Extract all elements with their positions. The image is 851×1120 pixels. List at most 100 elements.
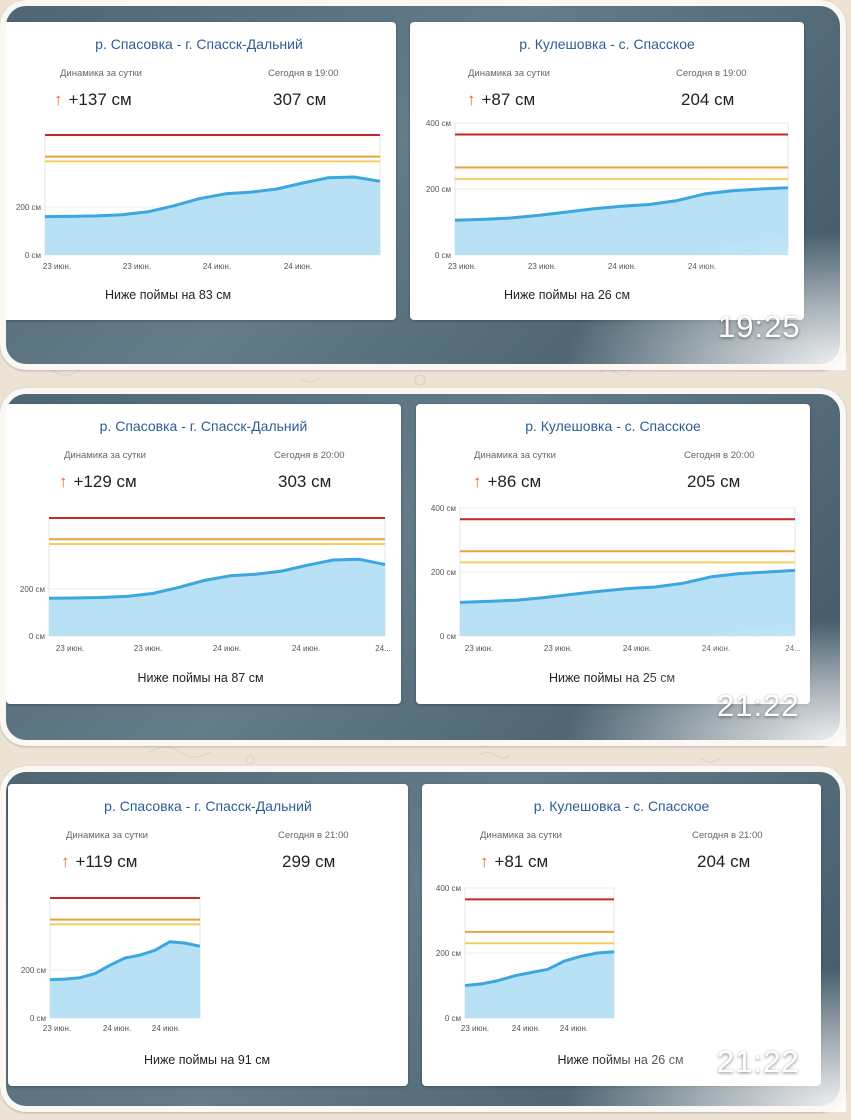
level-area	[49, 559, 385, 636]
below-floodplain-text: Ниже поймы на 87 см	[137, 671, 264, 685]
timestamp: 21:22	[717, 688, 800, 723]
timestamp: 21:22	[717, 1044, 800, 1079]
dynamics-value: ↑ +86 см	[473, 472, 542, 491]
x-tick-label: 23 июн.	[123, 262, 151, 271]
dynamics-value: ↑ +87 см	[467, 90, 536, 109]
x-tick-label: 24 июн.	[512, 1024, 540, 1033]
today-label: Сегодня в 20:00	[274, 450, 345, 461]
level-area	[50, 941, 200, 1018]
card-title: р. Спасовка - г. Спасск-Дальний	[99, 418, 308, 434]
dynamics-value: ↑ +119 см	[61, 852, 138, 871]
water-level-chart: 400 см 200 см 0 см 23 июн. 23 июн. 24 июн. 24 …	[426, 119, 789, 271]
card-title: р. Спасовка - г. Спасск-Дальний	[95, 36, 303, 52]
x-tick-label: 23 июн.	[448, 262, 476, 271]
dynamics-value: ↑ +81 см	[480, 852, 549, 871]
card-title: р. Кулешовка - с. Спасское	[525, 418, 701, 434]
arrow-up-icon: ↑	[480, 852, 489, 871]
y-tick-label: 400 см	[426, 119, 451, 128]
level-line	[48, 557, 386, 600]
x-tick-label: 23 июн.	[544, 644, 572, 653]
today-value: 205 см	[687, 472, 741, 491]
water-level-chart: 400 см 200 см 0 см 23 июн. 23 июн. 24 июн. 24 …	[431, 504, 801, 653]
x-tick-label: 23 июн.	[56, 644, 84, 653]
y-tick-label: 0 см	[30, 1014, 46, 1023]
chart-card-kuleshovka: р. Кулешовка - с. Спасское Динамика за с…	[410, 22, 804, 320]
message-bubble-1[interactable]: р. Спасовка - г. Спасск-Дальний Динамика…	[0, 0, 846, 370]
arrow-up-icon: ↑	[54, 90, 63, 109]
x-tick-label: 24 июн.	[623, 644, 651, 653]
level-line	[44, 175, 381, 219]
x-tick-label: 23 июн.	[465, 644, 493, 653]
y-tick-label: 400 см	[436, 884, 461, 893]
x-tick-label: 23 июн.	[461, 1024, 489, 1033]
dynamics-value: ↑ +137 см	[54, 90, 132, 109]
dynamics-label: Динамика за сутки	[60, 68, 142, 79]
y-tick-label: 200 см	[16, 203, 41, 212]
level-line	[464, 950, 615, 987]
below-floodplain-text: Ниже поймы на 91 см	[143, 1053, 271, 1067]
y-tick-label: 0 см	[435, 251, 451, 260]
y-tick-label: 200 см	[426, 185, 451, 194]
level-line	[454, 186, 789, 222]
today-value: 303 см	[278, 472, 332, 491]
y-tick-label: 200 см	[436, 949, 461, 958]
dynamics-label: Динамика за сутки	[480, 830, 562, 841]
today-value: 204 см	[697, 852, 751, 871]
level-line	[49, 940, 201, 982]
message-bubble-3[interactable]: р. Спасовка - г. Спасск-Дальний Динамика…	[0, 766, 846, 1112]
x-tick-label: 24 июн.	[608, 262, 636, 271]
today-value: 204 см	[681, 90, 735, 109]
below-floodplain-text: Ниже поймы на 83 см	[104, 288, 232, 302]
dynamics-label: Динамика за сутки	[64, 450, 146, 461]
today-value: 299 см	[282, 852, 336, 871]
x-tick-label: 24...	[785, 644, 801, 653]
y-tick-label: 0 см	[25, 251, 41, 260]
today-label: Сегодня в 19:00	[676, 68, 747, 79]
card-title: р. Кулешовка - с. Спасское	[519, 36, 695, 52]
x-tick-label: 24 июн.	[560, 1024, 588, 1033]
message-bubble-2[interactable]: р. Спасовка - г. Спасск-Дальний Динамика…	[0, 388, 846, 746]
x-tick-label: 24 июн.	[103, 1024, 131, 1033]
chart-card-kuleshovka: р. Кулешовка - с. Спасское Динамика за с…	[416, 404, 810, 704]
x-tick-label: 23 июн.	[43, 1024, 71, 1033]
x-tick-label: 24 июн.	[152, 1024, 180, 1033]
arrow-up-icon: ↑	[61, 852, 70, 871]
x-tick-label: 24 июн.	[688, 262, 716, 271]
timestamp: 19:25	[718, 309, 801, 344]
arrow-up-icon: ↑	[59, 472, 68, 491]
level-line	[459, 568, 796, 604]
chart-card-spasovka: р. Спасовка - г. Спасск-Дальний Динамика…	[2, 22, 396, 320]
chart-card-kuleshovka: р. Кулешовка - с. Спасское Динамика за с…	[422, 784, 821, 1086]
today-label: Сегодня в 19:00	[268, 68, 339, 79]
y-tick-label: 400 см	[431, 504, 456, 513]
x-tick-label: 24 июн.	[292, 644, 320, 653]
card-title: р. Кулешовка - с. Спасское	[533, 798, 710, 814]
x-tick-label: 24 июн.	[284, 262, 312, 271]
today-label: Сегодня в 21:00	[692, 830, 763, 841]
arrow-up-icon: ↑	[473, 472, 482, 491]
x-tick-label: 24 июн.	[203, 262, 231, 271]
x-tick-label: 23 июн.	[528, 262, 556, 271]
x-tick-label: 24...	[375, 644, 391, 653]
y-tick-label: 200 см	[20, 585, 45, 594]
today-label: Сегодня в 21:00	[278, 830, 349, 841]
water-level-chart: 200 см 0 см 23 июн. 23 июн. 24 июн. 24 июн. 24…	[20, 517, 391, 653]
dynamics-label: Динамика за сутки	[468, 68, 550, 79]
y-tick-label: 0 см	[440, 632, 456, 641]
dynamics-label: Динамика за сутки	[474, 450, 556, 461]
x-tick-label: 23 июн.	[43, 262, 71, 271]
chart-card-spasovka: р. Спасовка - г. Спасск-Дальний Динамика…	[8, 784, 408, 1086]
x-tick-label: 24 июн.	[213, 644, 241, 653]
chart-card-spasovka: р. Спасовка - г. Спасск-Дальний Динамика…	[6, 404, 401, 704]
dynamics-value: ↑ +129 см	[59, 472, 137, 491]
y-tick-label: 200 см	[21, 966, 46, 975]
today-label: Сегодня в 20:00	[684, 450, 755, 461]
below-floodplain-text: Ниже поймы на 25 см	[548, 671, 676, 685]
dynamics-label: Динамика за сутки	[66, 830, 148, 841]
today-value: 307 см	[273, 90, 327, 109]
y-tick-label: 0 см	[445, 1014, 461, 1023]
